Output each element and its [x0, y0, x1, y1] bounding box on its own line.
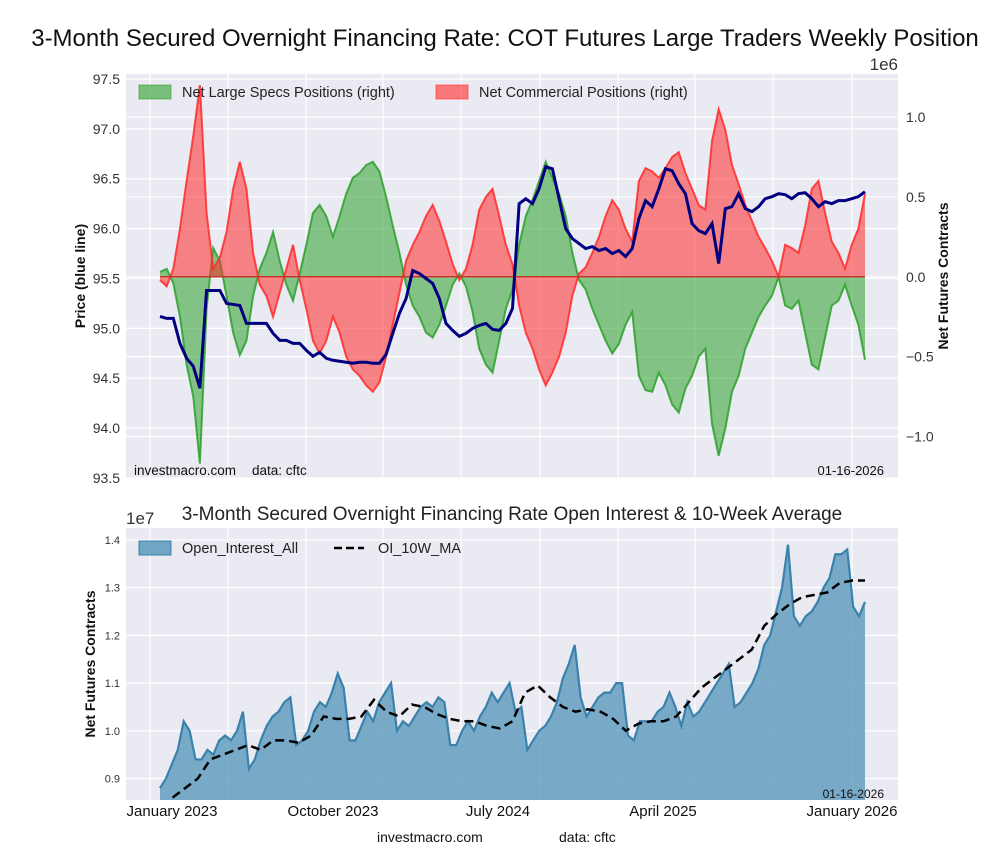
legend-swatch-oi — [138, 540, 172, 556]
legend-label-ma: OI_10W_MA — [378, 541, 461, 557]
left-tick-label: 96.5 — [93, 171, 120, 187]
legend-swatch-commercial — [435, 84, 469, 100]
bottom-title: 3-Month Secured Overnight Financing Rate… — [182, 504, 842, 525]
bottom-date-label: 01-16-2026 — [823, 787, 885, 801]
right-tick-label: −1.0 — [906, 428, 934, 444]
left-tick-label: 96.0 — [93, 221, 120, 237]
top-watermark: investmacro.com — [134, 463, 236, 478]
left-tick-label: 94.5 — [93, 370, 120, 386]
right-tick-label: −0.5 — [906, 349, 934, 365]
open-interest-fill — [160, 544, 865, 800]
bottom-tick-label: 1.1 — [105, 678, 120, 690]
bottom-tick-label: 1.3 — [105, 583, 120, 595]
bottom-tick-label: 1.2 — [105, 630, 120, 642]
open-interest-line — [159, 544, 867, 789]
legend-label-commercial: Net Commercial Positions (right) — [479, 85, 688, 101]
right-tick-label: 1.0 — [906, 109, 926, 125]
bottom-tick-label: 0.9 — [105, 774, 120, 786]
left-tick-label: 93.5 — [93, 470, 120, 486]
x-tick-label: January 2023 — [127, 803, 218, 820]
bottom-axis-offset: 1e7 — [126, 509, 154, 528]
left-tick-label: 95.5 — [93, 270, 120, 286]
x-tick-label: January 2026 — [807, 803, 898, 820]
right-tick-label: 0.5 — [906, 189, 926, 205]
top-source: data: cftc — [252, 463, 307, 478]
net-commercial-fill — [160, 85, 865, 392]
legend-label-oi: Open_Interest_All — [182, 541, 298, 557]
footer-watermark: investmacro.com — [377, 829, 483, 845]
left-tick-label: 94.0 — [93, 420, 120, 436]
left-tick-label: 97.5 — [93, 71, 120, 87]
footer-source: data: cftc — [559, 829, 616, 845]
right-tick-label: 0.0 — [906, 269, 926, 285]
top-date-label: 01-16-2026 — [818, 463, 885, 478]
left-axis-label: Price (blue line) — [72, 224, 88, 328]
right-axis-label: Net Futures Contracts — [935, 202, 951, 349]
bottom-axis-label: Net Futures Contracts — [82, 590, 98, 737]
x-tick-label: April 2025 — [629, 803, 697, 820]
oi-10w-ma-line — [171, 579, 865, 799]
x-tick-label: July 2024 — [466, 803, 530, 820]
bottom-tick-label: 1.4 — [105, 535, 120, 547]
price-line — [159, 164, 866, 389]
left-tick-label: 97.0 — [93, 121, 120, 137]
x-tick-label: October 2023 — [288, 803, 379, 820]
main-title: 3-Month Secured Overnight Financing Rate… — [31, 25, 979, 52]
left-tick-label: 95.0 — [93, 320, 120, 336]
bottom-tick-label: 1.0 — [105, 726, 120, 738]
right-axis-offset: 1e6 — [870, 55, 898, 74]
legend-label-specs: Net Large Specs Positions (right) — [182, 85, 395, 101]
legend-swatch-specs — [138, 84, 172, 100]
net-large-specs-fill — [160, 161, 865, 464]
